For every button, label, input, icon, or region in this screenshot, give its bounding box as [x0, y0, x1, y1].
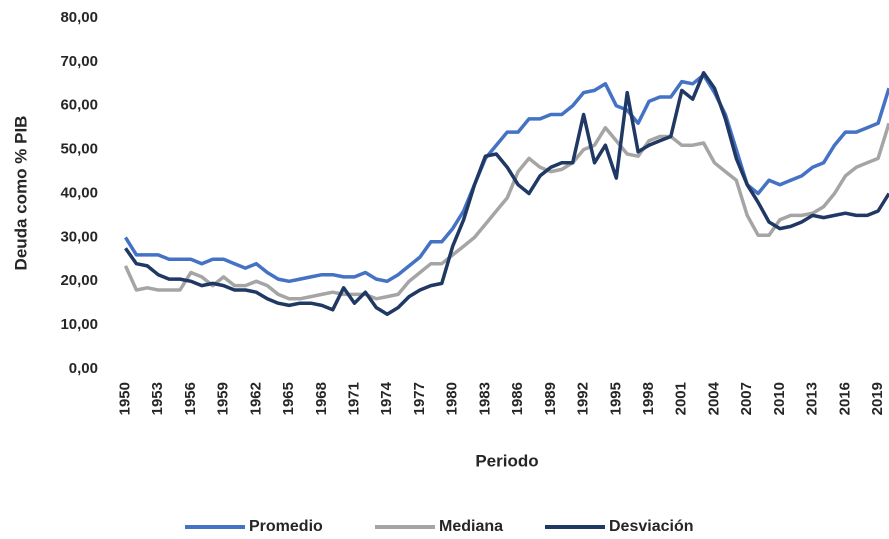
x-tick-label: 1995: [607, 382, 624, 415]
x-tick-label: 1953: [149, 382, 166, 415]
y-tick-label: 40,00: [60, 184, 98, 201]
legend-label: Mediana: [439, 518, 503, 535]
y-tick-label: 70,00: [60, 53, 98, 70]
x-tick-label: 1992: [575, 382, 592, 415]
series-line: [123, 122, 889, 301]
x-tick-label: 1962: [247, 382, 264, 415]
x-tick-label: 2016: [836, 382, 853, 415]
x-tick-label: 1983: [476, 382, 493, 415]
legend-label: Desviación: [609, 518, 693, 535]
x-tick-label: 2004: [705, 381, 722, 415]
x-tick-label: 1959: [215, 382, 232, 415]
x-tick-label: 1974: [378, 381, 395, 415]
x-tick-label: 1968: [313, 382, 330, 415]
y-axis-title: Deuda como % PIB: [11, 116, 30, 271]
y-tick-label: 0,00: [69, 360, 98, 377]
x-tick-label: 1971: [345, 382, 362, 415]
x-tick-label: 1977: [411, 382, 428, 415]
y-tick-label: 30,00: [60, 228, 98, 245]
y-tick-label: 50,00: [60, 141, 98, 158]
series-line: [124, 71, 889, 316]
y-tick-label: 10,00: [60, 316, 98, 333]
y-tick-label: 20,00: [60, 272, 98, 289]
x-tick-label: 2019: [869, 382, 886, 415]
x-tick-label: 2007: [738, 382, 755, 415]
x-tick-label: 1950: [116, 382, 133, 415]
series-line: [124, 73, 889, 284]
x-tick-label: 1986: [509, 382, 526, 415]
x-tick-label: 2010: [771, 382, 788, 415]
legend-label: Promedio: [249, 518, 323, 535]
y-tick-label: 80,00: [60, 9, 98, 26]
y-tick-label: 60,00: [60, 97, 98, 114]
x-tick-label: 1980: [444, 382, 461, 415]
x-tick-label: 1956: [182, 382, 199, 415]
x-axis-title: Periodo: [475, 451, 538, 470]
x-tick-label: 1998: [640, 382, 657, 415]
x-tick-label: 2013: [804, 382, 821, 415]
x-tick-label: 2001: [673, 382, 690, 415]
x-tick-label: 1965: [280, 382, 297, 415]
x-tick-label: 1989: [542, 382, 559, 415]
